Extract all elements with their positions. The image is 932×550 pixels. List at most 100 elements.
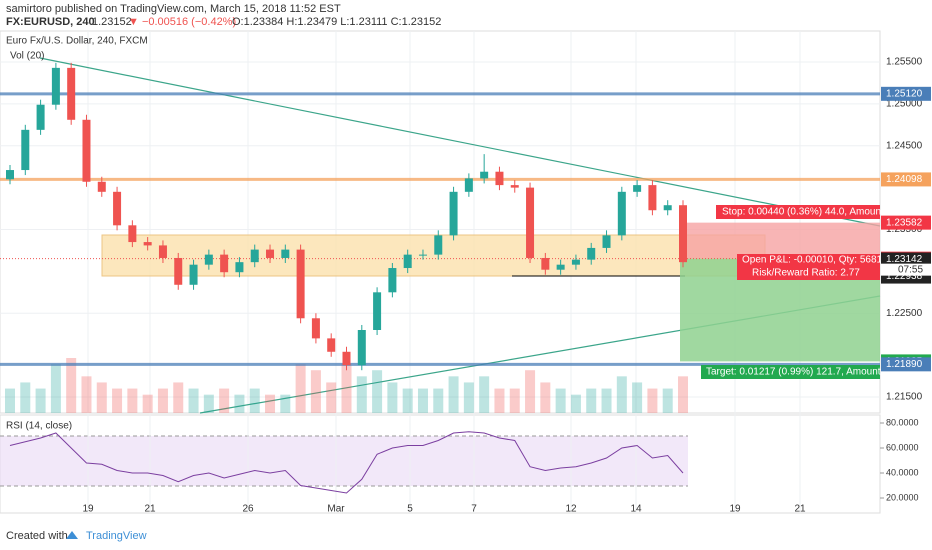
volume-bar <box>525 370 536 413</box>
volume-bar <box>66 358 77 413</box>
volume-bar <box>494 388 505 413</box>
rsi-tick-label: 80.0000 <box>886 417 919 427</box>
volume-bar <box>35 388 46 413</box>
x-tick-label: 12 <box>565 504 577 515</box>
candle-body <box>357 330 366 366</box>
candle-body <box>679 205 687 263</box>
volume-bar <box>96 382 107 413</box>
candle-body <box>158 245 167 258</box>
stop-zone <box>680 222 880 259</box>
volume-bar <box>81 376 92 413</box>
publisher: samirtoro published on TradingView.com, … <box>6 3 341 15</box>
volume-bar <box>142 394 153 413</box>
target-text: Target: 0.01217 (0.99%) 121.7, Amount <box>706 367 881 378</box>
candle-body <box>602 235 611 248</box>
candle-body <box>587 247 596 260</box>
rsi-band <box>0 436 688 486</box>
volume-bar <box>662 388 673 413</box>
price-label-bg <box>881 86 931 101</box>
x-tick-label: 5 <box>407 504 413 515</box>
stop-box <box>716 205 880 219</box>
volume-bar <box>341 364 352 413</box>
volume-bar <box>570 394 581 413</box>
candle-body <box>663 205 672 211</box>
candle-body <box>113 191 122 226</box>
price-label: 1.22938 <box>886 271 923 282</box>
volume-bar <box>265 394 276 413</box>
target-box <box>701 365 880 379</box>
volume-bar <box>509 388 520 413</box>
volume-bar <box>50 364 61 413</box>
price-label-bg <box>881 172 931 187</box>
volume-bar <box>555 388 566 413</box>
volume-bar <box>616 376 627 413</box>
candle-body <box>174 257 183 285</box>
price-label: 1.23582 <box>886 217 923 228</box>
candle-body <box>495 171 504 186</box>
volume-bar <box>387 382 398 413</box>
candle-body <box>449 191 458 236</box>
volume-bar <box>479 376 490 413</box>
candle-body <box>235 262 244 273</box>
volume-bar <box>280 394 291 413</box>
x-tick-label: 14 <box>630 504 642 515</box>
volume-bar <box>433 388 444 413</box>
candle-body <box>189 264 198 285</box>
change: ▼ −0.00516 (−0.42%) <box>128 16 236 28</box>
stop-text: Stop: 0.00440 (0.36%) 44.0, Amount <box>722 207 884 218</box>
volume-bar <box>601 388 612 413</box>
ohlc: O:1.23384 H:1.23479 L:1.23111 C:1.23152 <box>232 16 441 28</box>
logo <box>66 531 78 539</box>
volume-bar <box>632 382 643 413</box>
y-tick-label: 1.25500 <box>886 57 923 68</box>
x-tick-label: Mar <box>327 504 345 515</box>
volume-bar <box>356 376 367 413</box>
candle-body <box>51 67 60 105</box>
volume-bar <box>402 388 413 413</box>
candle-body <box>6 170 14 180</box>
candle-body <box>571 259 580 265</box>
volume-bar <box>586 388 597 413</box>
volume-bar <box>112 388 123 413</box>
pnl-text: Open P&L: -0.00010, Qty: 5681 <box>742 255 883 266</box>
x-tick-label: 21 <box>144 504 156 515</box>
volume-bar <box>234 394 245 413</box>
candle-body <box>617 191 626 236</box>
volume-bar <box>310 370 321 413</box>
y-tick-label: 1.23500 <box>886 224 923 235</box>
volume-bar <box>203 394 214 413</box>
rsi-title: RSI (14, close) <box>6 421 72 432</box>
volume-bar <box>157 388 168 413</box>
symbol: FX:EURUSD, 240 <box>6 16 95 28</box>
y-tick-label: 1.25000 <box>886 99 923 110</box>
y-tick-label: 1.22500 <box>886 308 923 319</box>
volume-bar <box>5 388 15 413</box>
candle-body <box>464 178 473 192</box>
countdown-bg <box>881 263 931 276</box>
candle-body <box>281 249 290 258</box>
candle-body <box>556 264 565 270</box>
price-label: 1.21890 <box>886 359 923 370</box>
rsi-line <box>9 431 684 494</box>
volume-bar <box>295 364 306 413</box>
candle-body <box>204 254 213 265</box>
created-with: Created with <box>6 530 68 542</box>
candle-body <box>67 67 76 120</box>
x-tick-label: 7 <box>471 504 477 515</box>
candle-body <box>82 119 91 182</box>
price-label: 1.24098 <box>886 174 923 185</box>
candle-body <box>266 249 275 258</box>
volume-bar <box>540 382 551 413</box>
candle-body <box>480 171 489 179</box>
candle-body <box>403 254 412 269</box>
volume-bar <box>188 388 199 413</box>
volume-bar <box>173 382 184 413</box>
series-title: Euro Fx/U.S. Dollar, 240, FXCM <box>6 36 148 47</box>
candle-body <box>541 257 550 270</box>
volume-bar <box>417 388 428 413</box>
brand: TradingView <box>86 530 147 542</box>
volume-bar <box>463 382 474 413</box>
y-tick-label: 1.24500 <box>886 140 923 151</box>
candle-body <box>220 254 229 273</box>
candle-body <box>342 351 351 366</box>
